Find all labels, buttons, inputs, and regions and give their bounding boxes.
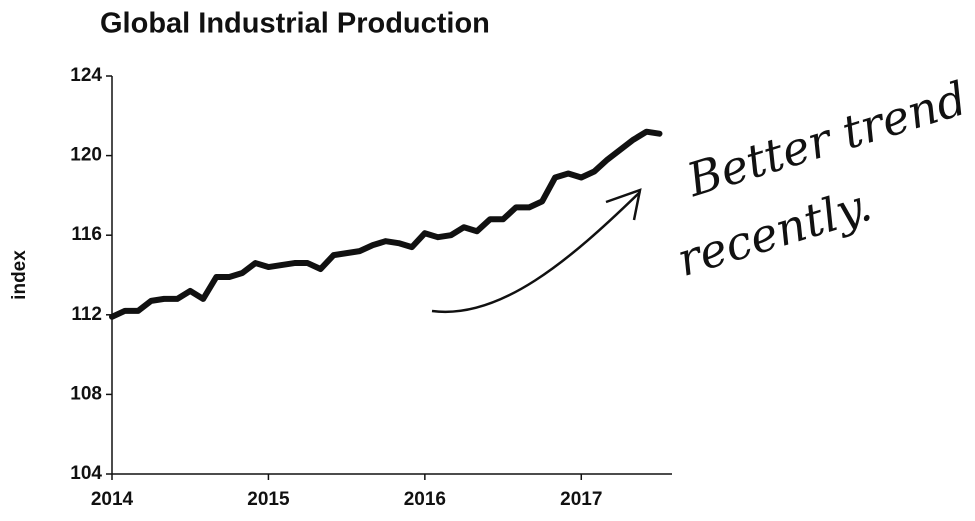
x-tick-label: 2014 bbox=[91, 489, 134, 510]
y-tick-label: 124 bbox=[70, 65, 102, 86]
y-tick-label: 120 bbox=[70, 145, 102, 166]
x-tick-label: 2017 bbox=[560, 489, 602, 510]
x-tick-label: 2016 bbox=[404, 489, 446, 510]
y-tick-label: 112 bbox=[71, 304, 102, 325]
y-tick-label: 116 bbox=[71, 224, 102, 245]
annotation-arrowhead bbox=[605, 188, 642, 221]
annotation-arrow bbox=[431, 191, 641, 314]
y-axis-label: index bbox=[9, 250, 30, 300]
x-tick-label: 2015 bbox=[247, 489, 290, 510]
y-tick-label: 108 bbox=[70, 383, 102, 404]
chart-title: Global Industrial Production bbox=[100, 8, 490, 40]
y-tick-label: 104 bbox=[70, 463, 102, 484]
data-line bbox=[109, 128, 663, 320]
